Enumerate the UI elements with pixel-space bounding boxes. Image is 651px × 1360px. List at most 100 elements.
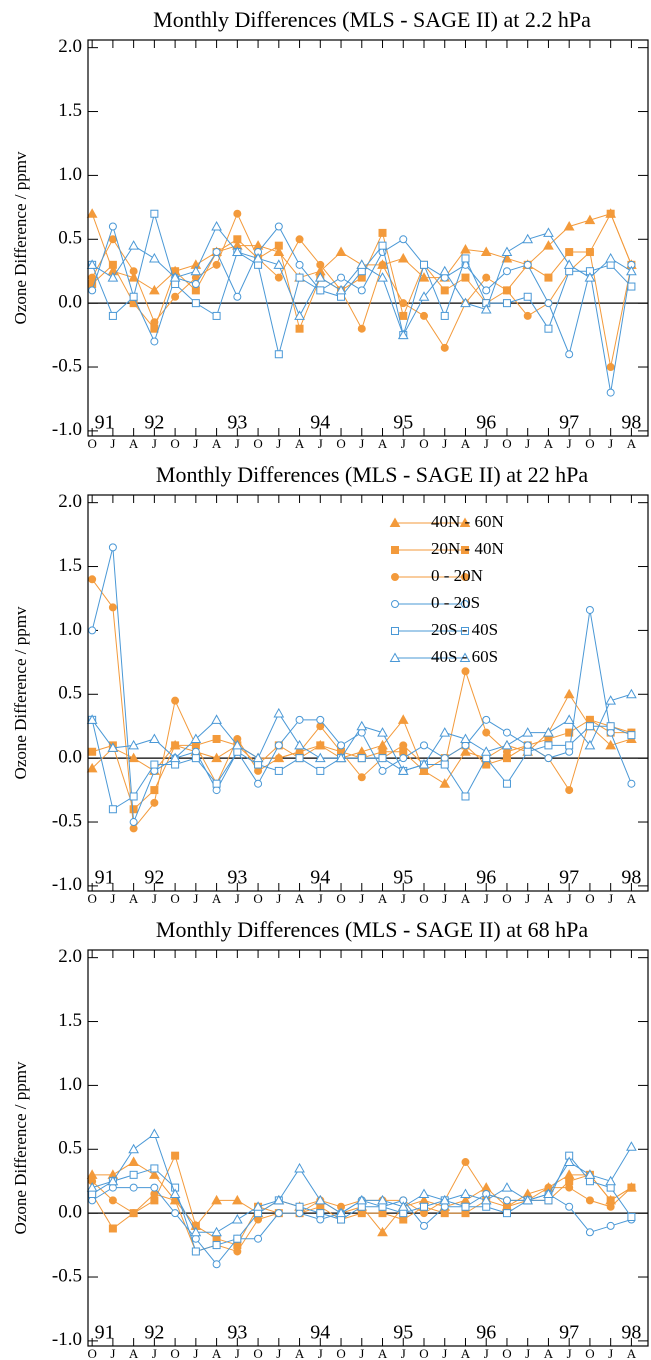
marker (108, 805, 117, 814)
marker (606, 1202, 615, 1211)
y-tick-label: 0.0 (58, 1202, 82, 1223)
marker (565, 741, 574, 750)
year-label: 92 (144, 867, 164, 889)
marker (377, 727, 388, 737)
year-label: 96 (476, 1322, 496, 1344)
marker (502, 779, 511, 788)
marker (439, 265, 451, 276)
marker (190, 265, 202, 276)
marker (273, 707, 285, 718)
legend-label: 40S - 60S (431, 647, 498, 666)
marker (86, 1182, 98, 1192)
year-label: 91 (95, 1322, 115, 1344)
marker (108, 222, 117, 231)
marker (627, 282, 636, 291)
marker (274, 766, 283, 775)
y-tick-label: 1.5 (58, 1010, 82, 1031)
marker (544, 754, 553, 763)
x-tick-label: J (193, 436, 198, 451)
marker (231, 1194, 243, 1205)
x-tick-label: J (110, 436, 115, 451)
y-tick-label: -1.0 (52, 419, 82, 440)
marker (357, 286, 366, 295)
marker (233, 292, 242, 301)
marker (399, 299, 408, 308)
x-tick-label: J (359, 891, 364, 906)
marker (108, 603, 117, 612)
marker (108, 311, 117, 320)
marker (544, 741, 553, 750)
x-tick-label: O (585, 436, 594, 451)
marker (273, 1194, 285, 1205)
x-tick-label: O (502, 1346, 511, 1360)
legend-label: 40N - 60N (431, 512, 504, 531)
marker (397, 329, 409, 340)
marker (171, 1151, 180, 1160)
x-tick-label: O (336, 1346, 345, 1360)
marker (585, 248, 594, 257)
marker (337, 273, 346, 282)
marker (480, 304, 492, 314)
x-tick-label: A (461, 1346, 471, 1360)
x-tick-label: J (152, 891, 157, 906)
x-tick-label: J (442, 1346, 447, 1360)
x-tick-label: J (152, 436, 157, 451)
marker (418, 291, 430, 301)
marker (150, 337, 159, 346)
marker (274, 273, 283, 282)
marker (544, 324, 553, 333)
x-tick-label: J (525, 891, 530, 906)
marker (211, 752, 222, 763)
marker (86, 259, 98, 269)
marker (212, 248, 221, 257)
marker (86, 762, 98, 773)
legend-marker (389, 517, 401, 527)
x-tick-label: A (129, 436, 139, 451)
marker (295, 1202, 304, 1211)
x-tick-label: J (193, 891, 198, 906)
x-tick-label: O (253, 436, 262, 451)
marker (563, 259, 575, 269)
marker (294, 739, 305, 750)
marker (191, 279, 200, 288)
marker (129, 1170, 138, 1179)
marker (254, 779, 263, 788)
marker (460, 243, 471, 254)
y-tick-label: 0.5 (58, 228, 82, 249)
marker (563, 714, 575, 724)
marker (211, 714, 222, 724)
marker (418, 272, 430, 282)
marker (627, 1212, 636, 1221)
marker (233, 209, 242, 218)
legend-label: 20N - 40N (431, 539, 504, 558)
legend-marker (389, 652, 401, 662)
marker (523, 292, 532, 301)
y-tick-label: 0.0 (58, 747, 82, 768)
marker (420, 741, 428, 750)
marker (273, 259, 285, 269)
marker (585, 1228, 594, 1237)
x-tick-label: J (608, 436, 613, 451)
x-tick-label: O (502, 891, 511, 906)
marker (149, 733, 160, 743)
marker (171, 696, 180, 705)
marker (523, 260, 532, 269)
x-tick-label: J (484, 1346, 489, 1360)
marker (378, 260, 387, 269)
marker (585, 605, 594, 614)
chart-title: Monthly Differences (MLS - SAGE II) at 2… (153, 7, 591, 32)
marker (399, 741, 408, 750)
marker (212, 260, 221, 269)
marker (460, 1188, 471, 1198)
marker (274, 1209, 283, 1218)
x-tick-label: O (585, 891, 594, 906)
marker (171, 741, 180, 750)
marker (377, 272, 388, 282)
marker (107, 1175, 119, 1186)
marker (314, 752, 326, 763)
marker (335, 752, 347, 763)
plot-frame (87, 949, 649, 1347)
marker (211, 1226, 222, 1237)
x-tick-label: J (276, 436, 281, 451)
marker (418, 1188, 430, 1198)
